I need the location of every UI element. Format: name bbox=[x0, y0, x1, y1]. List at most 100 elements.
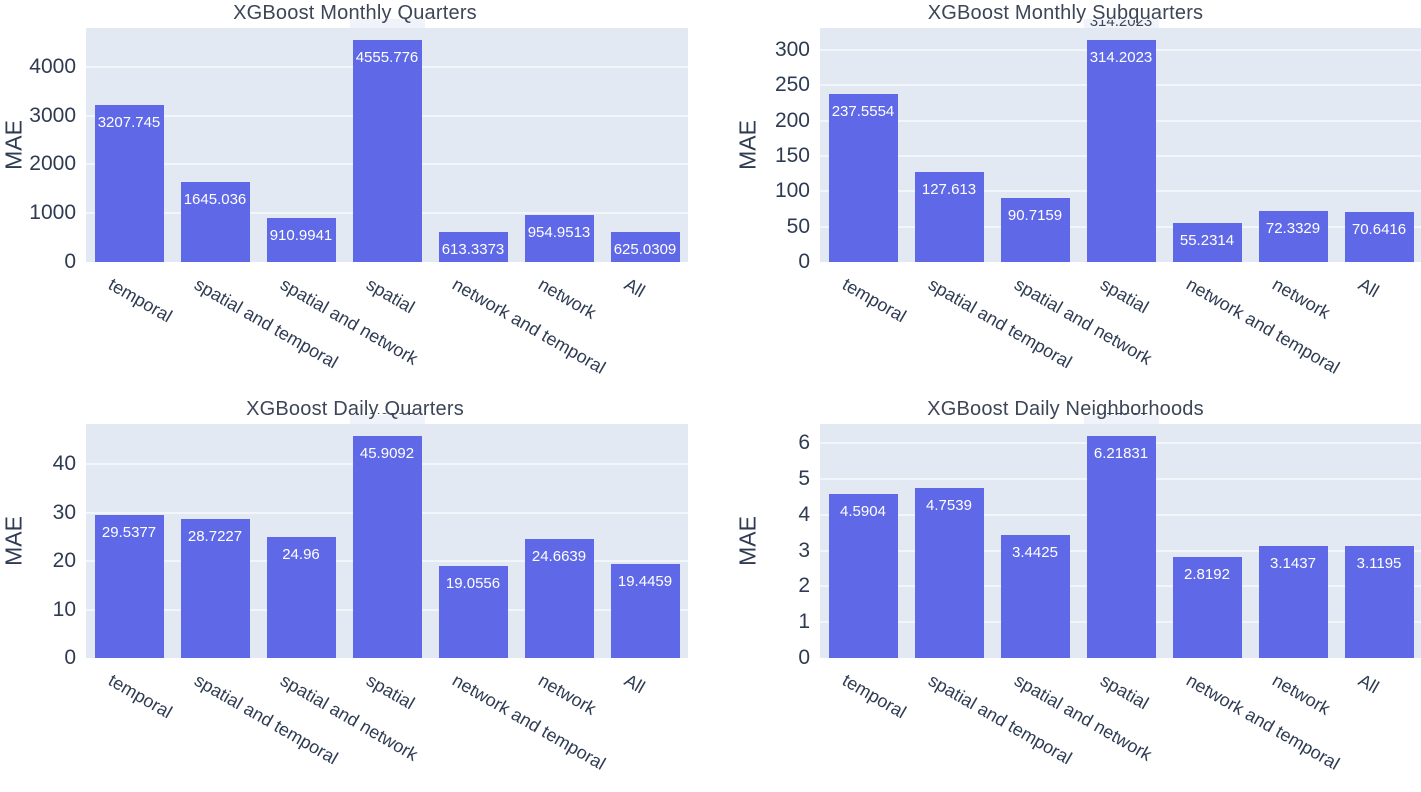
bar-network-and-temporal bbox=[1172, 222, 1242, 262]
bar-value-label: 29.5377 bbox=[101, 523, 157, 541]
x-tick-label: temporal bbox=[839, 274, 910, 327]
bar-network bbox=[1258, 210, 1328, 262]
bar-network-and-temporal bbox=[1172, 557, 1242, 658]
x-tick-label: spatial and temporal bbox=[191, 670, 342, 769]
bar-value-label: 127.613 bbox=[921, 180, 977, 198]
bar-All bbox=[1344, 212, 1414, 262]
bar-value-label: 90.7159 bbox=[1007, 206, 1063, 224]
bar-All bbox=[610, 231, 680, 262]
x-tick-label: spatial and temporal bbox=[191, 274, 342, 373]
bar-spatial bbox=[352, 435, 422, 658]
y-tick-label: 10 bbox=[52, 597, 76, 621]
bar-value-label: 28.7227 bbox=[187, 527, 243, 545]
chart-title: XGBoost Daily Neighborhoods bbox=[927, 398, 1204, 420]
x-tick-label: spatial bbox=[363, 274, 419, 318]
y-tick-label: 3 bbox=[798, 538, 810, 562]
bar-network-and-temporal bbox=[438, 565, 508, 658]
y-tick-label: 0 bbox=[64, 646, 76, 669]
x-tick-label: spatial and temporal bbox=[925, 670, 1076, 769]
bar-value-label: 613.3373 bbox=[441, 241, 505, 259]
x-tick-label: temporal bbox=[105, 274, 176, 327]
y-tick-label: 150 bbox=[774, 143, 810, 167]
bar-value-label: 24.6639 bbox=[531, 547, 587, 565]
bar-value-label: 954.9513 bbox=[527, 224, 591, 242]
bar-value-label: 3207.745 bbox=[97, 114, 161, 132]
bar-value-label: 1645.036 bbox=[183, 190, 247, 208]
y-tick-label: 0 bbox=[798, 250, 810, 273]
y-tick-label: 0 bbox=[64, 250, 76, 273]
y-tick-label: 20 bbox=[52, 549, 76, 573]
bar-value-label: 3.4425 bbox=[1012, 543, 1058, 561]
bar-value-label: 237.5554 bbox=[831, 102, 895, 120]
chart-title: XGBoost Daily Quarters bbox=[246, 398, 464, 420]
bar-value-label: 24.96 bbox=[282, 546, 320, 564]
y-tick-label: 200 bbox=[774, 108, 810, 132]
y-tick-label: 2 bbox=[798, 574, 810, 598]
chart-2: XGBoost Daily Quarters MAE 0 10 20 30 40 45.909… bbox=[0, 396, 710, 792]
bar-network bbox=[1258, 545, 1328, 658]
y-axis-title: MAE bbox=[734, 516, 761, 566]
bar-value-label: 2.8192 bbox=[1184, 566, 1230, 584]
clipped-value-label: 6.21831 bbox=[1071, 413, 1171, 417]
bar-value-label: 19.0556 bbox=[445, 574, 501, 592]
bar-value-label: 625.0309 bbox=[613, 240, 677, 258]
bar-All bbox=[1344, 546, 1414, 658]
y-tick-label: 4 bbox=[798, 502, 810, 526]
bar-temporal bbox=[94, 514, 164, 658]
bar-value-label: 314.2023 bbox=[1089, 48, 1153, 66]
x-tick-label: network bbox=[1269, 670, 1334, 719]
bar-value-label: 4.7539 bbox=[926, 497, 972, 515]
bar-spatial-and-temporal bbox=[180, 518, 250, 658]
y-tick-label: 0 bbox=[798, 646, 810, 669]
clipped-value-label-text: 314.2023 bbox=[1089, 20, 1153, 29]
bar-value-label: 55.2314 bbox=[1179, 231, 1235, 249]
x-tick-label: spatial bbox=[363, 670, 419, 714]
bar-value-label: 72.3329 bbox=[1265, 219, 1321, 237]
x-tick-label: spatial bbox=[1097, 670, 1153, 714]
bar-network bbox=[524, 215, 594, 262]
y-tick-label: 2000 bbox=[29, 152, 76, 176]
chart-title: XGBoost Monthly Subquarters bbox=[927, 2, 1204, 24]
clipped-value-label: 45.9092 bbox=[337, 413, 437, 417]
bar-value-label: 4555.776 bbox=[355, 48, 419, 66]
bar-value-label: 45.9092 bbox=[359, 444, 415, 462]
bar-value-label: 70.6416 bbox=[1351, 221, 1407, 239]
chart-title: XGBoost Monthly Quarters bbox=[233, 2, 477, 24]
y-tick-label: 3000 bbox=[29, 103, 76, 127]
x-tick-label: temporal bbox=[105, 670, 176, 723]
bar-spatial bbox=[1086, 39, 1156, 262]
bar-spatial bbox=[352, 39, 422, 262]
y-tick-label: 50 bbox=[786, 214, 810, 238]
y-tick-label: 300 bbox=[774, 37, 810, 61]
y-tick-label: 6 bbox=[798, 431, 810, 455]
chart-1: XGBoost Monthly Subquarters MAE 0 50 100 150 2… bbox=[710, 0, 1421, 396]
y-tick-label: 1000 bbox=[29, 201, 76, 225]
x-tick-label: network bbox=[535, 274, 600, 323]
bar-value-label: 3.1437 bbox=[1270, 554, 1316, 572]
x-tick-label: network and temporal bbox=[1183, 274, 1343, 378]
y-tick-label: 100 bbox=[774, 179, 810, 203]
bar-All bbox=[610, 563, 680, 658]
bar-value-label: 6.21831 bbox=[1093, 444, 1149, 462]
bar-spatial-and-temporal bbox=[914, 171, 984, 262]
x-tick-label: network bbox=[535, 670, 600, 719]
clipped-value-label-text: 45.9092 bbox=[337, 413, 437, 417]
x-tick-label: All bbox=[621, 670, 649, 698]
y-tick-label: 1 bbox=[798, 610, 810, 634]
bar-network-and-temporal bbox=[438, 232, 508, 262]
y-tick-label: 5 bbox=[798, 467, 810, 491]
x-tick-label: temporal bbox=[839, 670, 910, 723]
bar-spatial-and-network bbox=[266, 217, 336, 262]
bar-temporal bbox=[828, 493, 898, 658]
bar-temporal bbox=[94, 105, 164, 262]
y-axis-title: MAE bbox=[0, 120, 27, 170]
chart-0: XGBoost Monthly Quarters MAE 0 1000 2000 3000… bbox=[0, 0, 710, 396]
clipped-value-label: 314.2023 bbox=[1071, 20, 1171, 29]
bar-spatial-and-network bbox=[1000, 197, 1070, 262]
y-axis-title: MAE bbox=[734, 120, 761, 170]
x-tick-label: spatial bbox=[1097, 274, 1153, 318]
bar-value-label: 910.9941 bbox=[269, 226, 333, 244]
x-tick-label: All bbox=[621, 274, 649, 302]
x-tick-label: network and temporal bbox=[449, 670, 609, 774]
